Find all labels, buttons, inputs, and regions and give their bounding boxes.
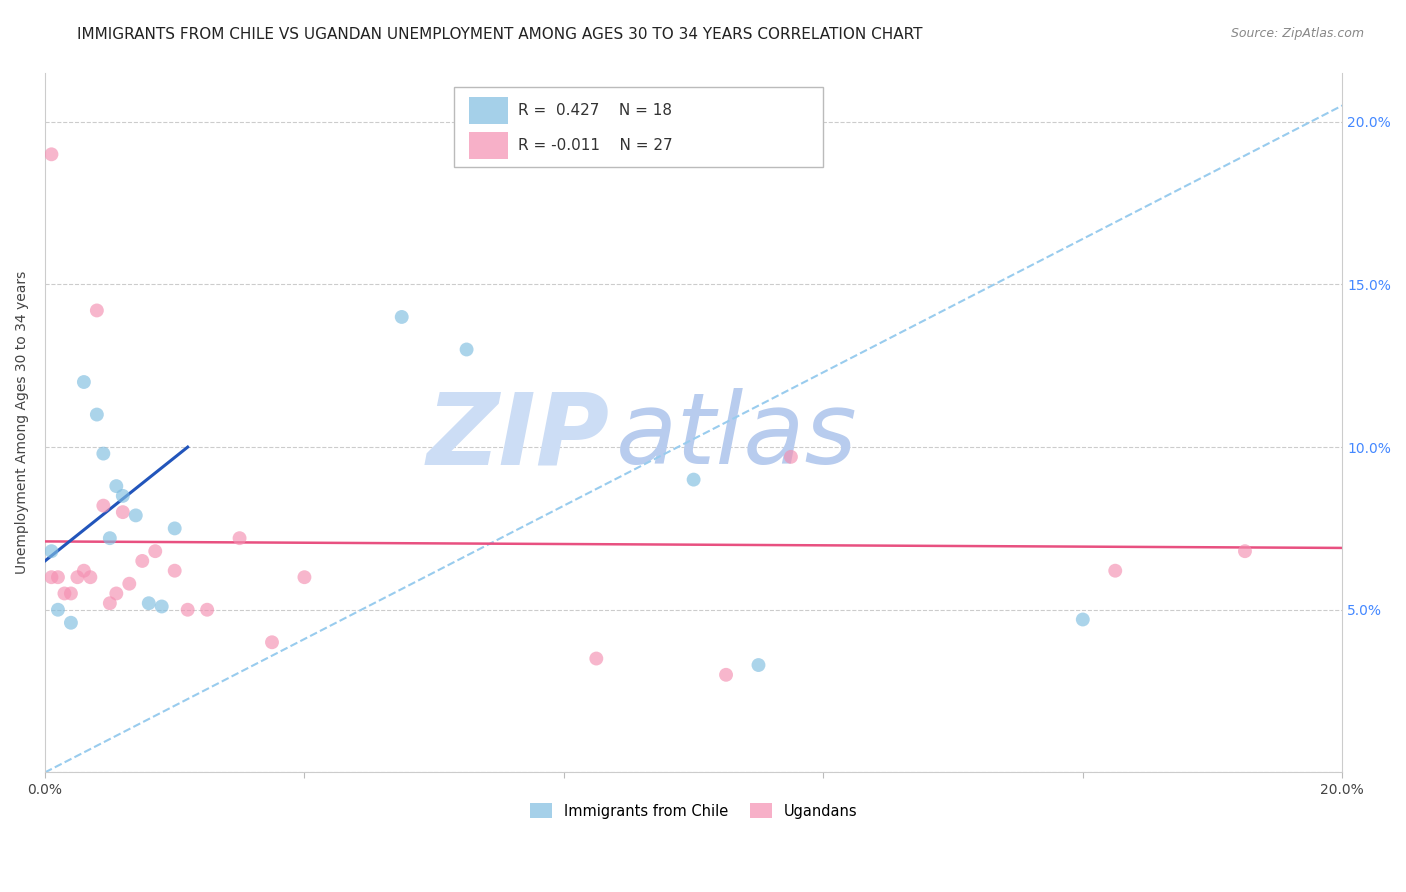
Point — [125, 508, 148, 523]
Point — [41, 147, 63, 161]
Point — [86, 303, 108, 318]
Point — [46, 570, 69, 584]
Point — [41, 570, 63, 584]
FancyBboxPatch shape — [454, 87, 824, 168]
Point — [1071, 613, 1094, 627]
Bar — [470, 132, 508, 159]
Point — [747, 658, 769, 673]
Point — [53, 586, 76, 600]
Point — [93, 499, 115, 513]
Point — [260, 635, 283, 649]
Text: Source: ZipAtlas.com: Source: ZipAtlas.com — [1230, 27, 1364, 40]
Point — [714, 668, 737, 682]
Point — [294, 570, 316, 584]
Legend: Immigrants from Chile, Ugandans: Immigrants from Chile, Ugandans — [524, 797, 863, 824]
Point — [682, 473, 704, 487]
Point — [143, 544, 166, 558]
Point — [780, 450, 803, 464]
Point — [138, 596, 160, 610]
Point — [195, 603, 218, 617]
Point — [73, 375, 96, 389]
Point — [111, 505, 134, 519]
Point — [86, 408, 108, 422]
Point — [150, 599, 173, 614]
Point — [93, 447, 115, 461]
Point — [585, 651, 607, 665]
Point — [46, 603, 69, 617]
Point — [176, 603, 198, 617]
Text: IMMIGRANTS FROM CHILE VS UGANDAN UNEMPLOYMENT AMONG AGES 30 TO 34 YEARS CORRELAT: IMMIGRANTS FROM CHILE VS UGANDAN UNEMPLO… — [77, 27, 922, 42]
Point — [1233, 544, 1256, 558]
Point — [59, 615, 82, 630]
Point — [98, 531, 121, 545]
Point — [73, 564, 96, 578]
Y-axis label: Unemployment Among Ages 30 to 34 years: Unemployment Among Ages 30 to 34 years — [15, 271, 30, 574]
Point — [111, 489, 134, 503]
Point — [105, 586, 128, 600]
Text: ZIP: ZIP — [426, 388, 609, 485]
Point — [456, 343, 478, 357]
Point — [105, 479, 128, 493]
Point — [59, 586, 82, 600]
Text: atlas: atlas — [616, 388, 858, 485]
Text: R =  0.427    N = 18: R = 0.427 N = 18 — [519, 103, 672, 119]
Point — [1104, 564, 1126, 578]
Point — [228, 531, 250, 545]
Point — [118, 576, 141, 591]
Point — [163, 521, 186, 535]
Point — [391, 310, 413, 324]
Point — [41, 544, 63, 558]
Point — [163, 564, 186, 578]
Bar — [470, 97, 508, 124]
Text: R = -0.011    N = 27: R = -0.011 N = 27 — [519, 138, 673, 153]
Point — [98, 596, 121, 610]
Point — [79, 570, 101, 584]
Point — [66, 570, 89, 584]
Point — [131, 554, 153, 568]
